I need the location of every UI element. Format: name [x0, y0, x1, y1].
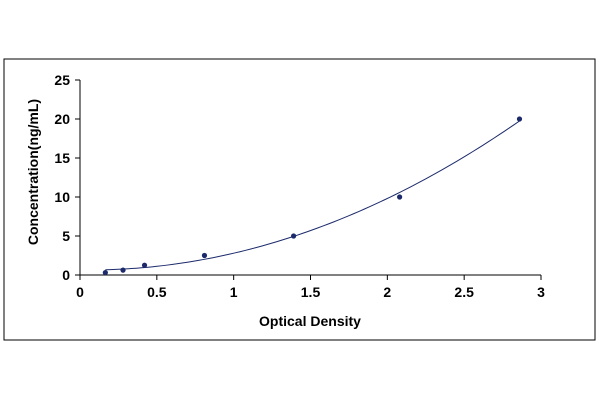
- y-tick-label: 15: [54, 150, 70, 166]
- x-tick-label: 3: [537, 284, 545, 300]
- y-tick-label: 5: [62, 228, 70, 244]
- x-tick-label: 2.5: [454, 284, 474, 300]
- fit-curve: [105, 120, 520, 271]
- y-tick-label: 0: [62, 267, 70, 283]
- y-tick-label: 10: [54, 189, 70, 205]
- x-axis-title: Optical Density: [259, 313, 361, 329]
- data-point: [201, 252, 208, 259]
- x-tick-label: 1: [230, 284, 238, 300]
- data-point: [141, 262, 148, 268]
- plot-area: 0 0.5 1 1.5 2 2.5 3 0 5 10 15 20 25: [54, 72, 545, 300]
- x-tick-label: 0.5: [147, 284, 167, 300]
- y-axis-title: Concentration(ng/mL): [25, 99, 41, 245]
- y-tick-label: 20: [54, 111, 70, 127]
- x-tick-label: 2: [383, 284, 391, 300]
- chart-frame: [3, 58, 596, 341]
- data-point: [290, 233, 297, 239]
- x-tick-label: 1.5: [301, 284, 321, 300]
- x-tick-label: 0: [76, 284, 84, 300]
- y-tick-label: 25: [54, 72, 70, 88]
- data-point: [397, 194, 403, 200]
- data-point: [120, 267, 126, 273]
- data-point: [516, 116, 523, 122]
- data-point: [102, 269, 108, 276]
